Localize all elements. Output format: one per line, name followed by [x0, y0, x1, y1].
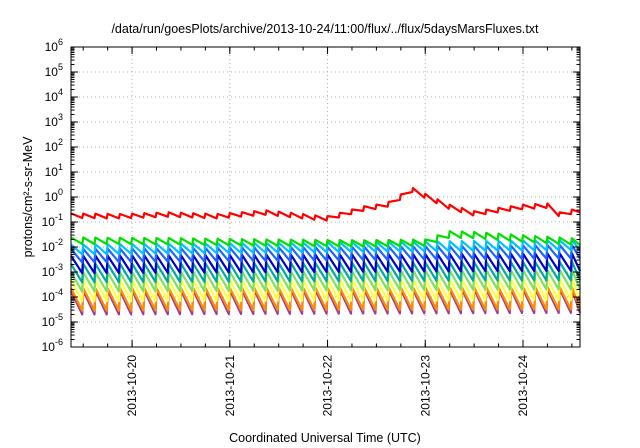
x-tick-label: 2013-10-21: [223, 355, 237, 417]
series-line: [70, 230, 581, 248]
x-axis: 2013-10-20 2013-10-21 2013-10-22 2013-10-23…: [82, 47, 573, 417]
y-tick-label: 106: [45, 37, 63, 54]
y-tick-label: 100: [45, 187, 63, 204]
y-tick-label: 102: [45, 137, 63, 154]
y-tick-label: 10-5: [42, 312, 63, 329]
y-tick-label: 10-4: [42, 287, 63, 304]
y-tick-label: 103: [45, 112, 63, 129]
x-axis-label: Coordinated Universal Time (UTC): [229, 431, 421, 445]
y-axis-label: protons/cm²-s-sr-MeV: [21, 136, 35, 258]
x-tick-label: 2013-10-23: [418, 355, 432, 417]
y-tick-label: 10-6: [42, 337, 63, 354]
x-tick-label: 2013-10-24: [516, 355, 530, 417]
series-group: [70, 187, 582, 316]
y-tick-label: 104: [45, 87, 63, 104]
y-tick-label: 105: [45, 62, 63, 79]
series-line: [70, 187, 581, 222]
y-axis: 10-6 10-5 10-4 10-3 10-2 10-1 100 101 102 103 104 1…: [42, 37, 580, 354]
x-tick-label: 2013-10-20: [125, 355, 139, 417]
chart-title: /data/run/goesPlots/archive/2013-10-24/1…: [111, 22, 539, 36]
x-tick-label: 2013-10-22: [321, 355, 335, 417]
y-tick-label: 10-1: [42, 212, 63, 229]
y-tick-label: 10-2: [42, 237, 63, 254]
y-tick-label: 101: [45, 162, 63, 179]
y-tick-label: 10-3: [42, 262, 63, 279]
